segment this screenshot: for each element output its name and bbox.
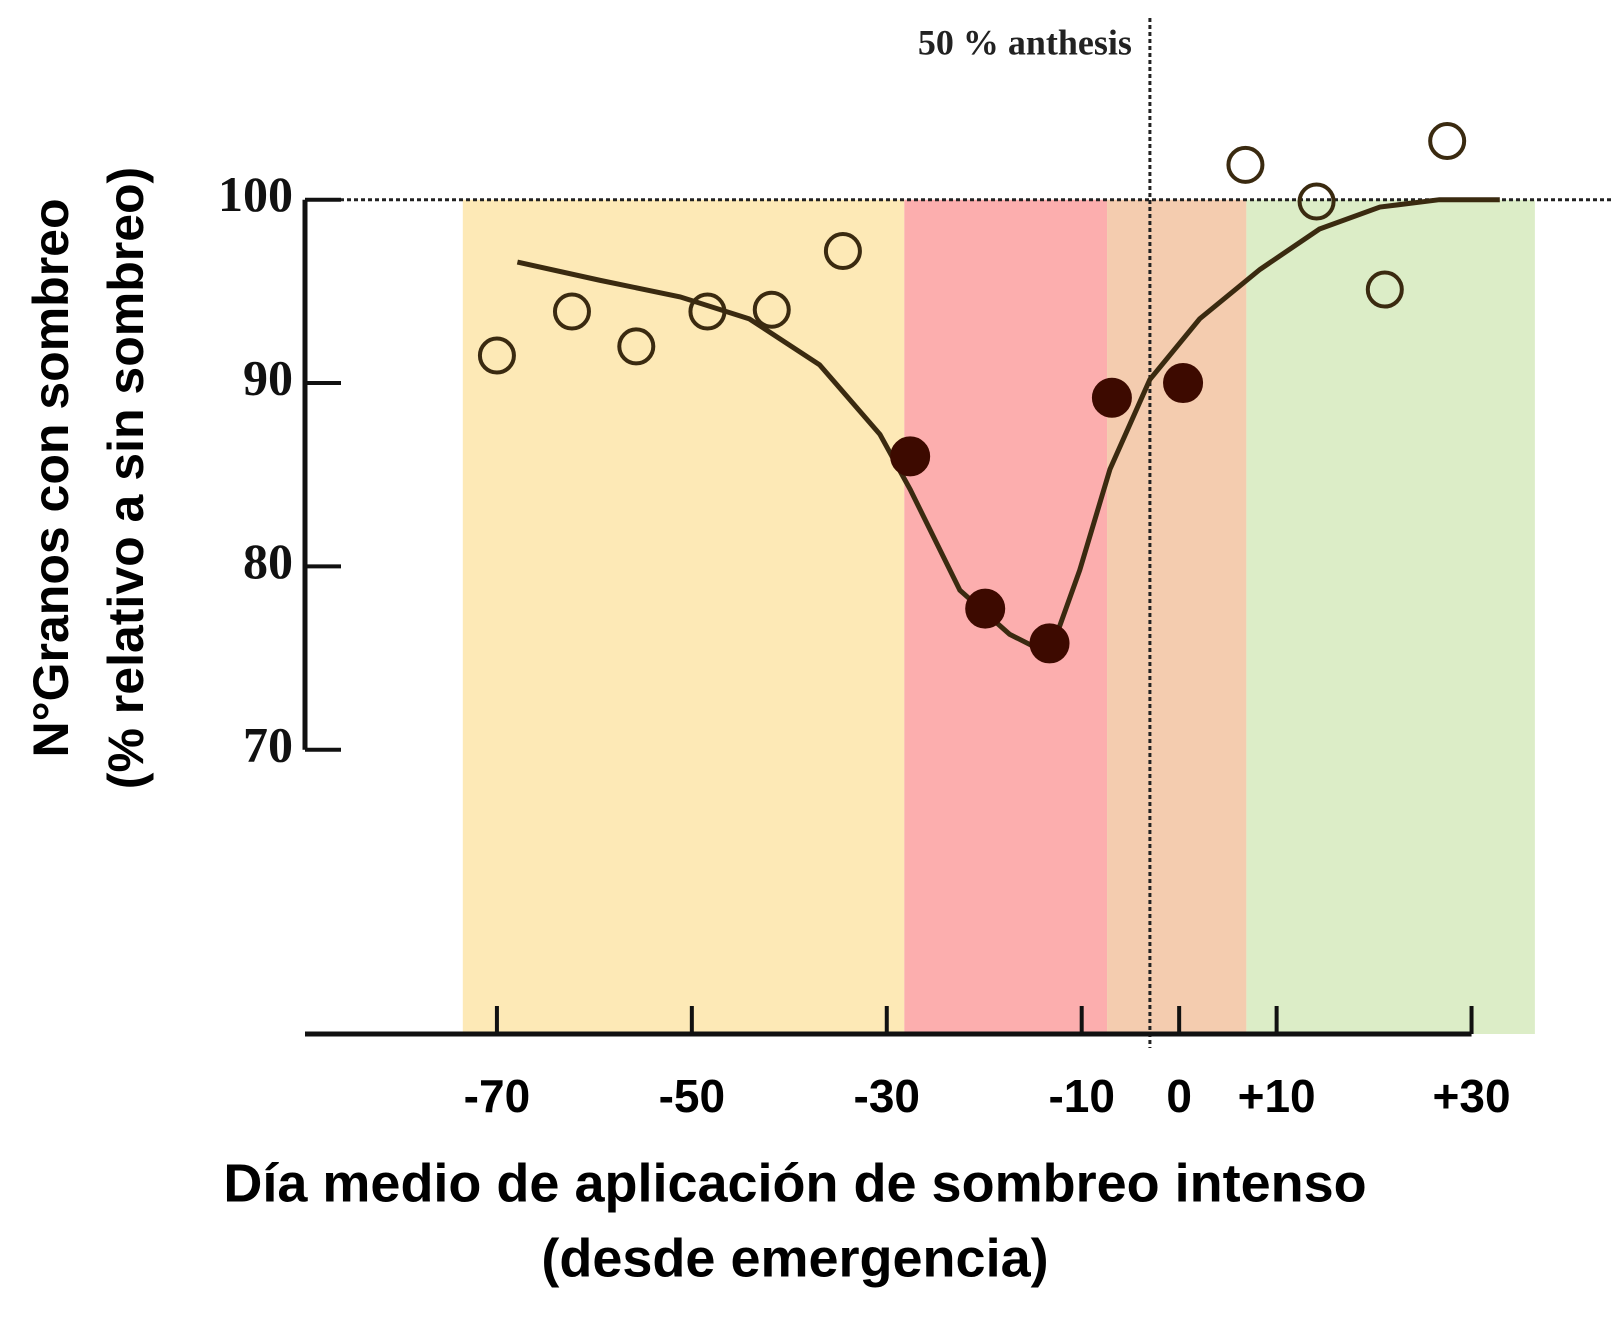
y-tick-label: 90 <box>243 350 293 406</box>
open-point <box>617 327 656 366</box>
x-axis-title: (desde emergencia) <box>541 1228 1048 1288</box>
y-tick-label: 100 <box>218 166 293 222</box>
y-axis-title: (% relativo a sin sombreo) <box>98 167 154 789</box>
x-axis-title: Día medio de aplicación de sombreo inten… <box>223 1153 1366 1213</box>
x-tick-label: -10 <box>1048 1070 1114 1122</box>
open-point <box>1297 182 1336 221</box>
open-point <box>1226 145 1265 184</box>
open-point <box>688 292 727 331</box>
y-tick-label: 70 <box>243 716 293 772</box>
filled-point <box>1029 623 1070 664</box>
filled-point <box>965 588 1006 629</box>
x-tick-label: -70 <box>464 1070 530 1122</box>
open-point <box>477 336 516 375</box>
x-tick-label: 0 <box>1166 1070 1192 1122</box>
phase-band <box>1107 199 1247 1034</box>
phase-band <box>462 199 905 1034</box>
y-axis-title: N°Granos con sombreo <box>23 199 79 758</box>
x-tick-label: +10 <box>1238 1070 1316 1122</box>
phase-band <box>1246 199 1535 1034</box>
filled-point <box>890 436 931 477</box>
open-point <box>1365 270 1404 309</box>
filled-point <box>1091 377 1132 418</box>
phase-band <box>904 199 1108 1034</box>
filled-point <box>1163 363 1204 404</box>
x-tick-label: +30 <box>1433 1070 1511 1122</box>
x-tick-label: -30 <box>854 1070 920 1122</box>
annotation: 50 % anthesis <box>918 22 1132 62</box>
open-point <box>1428 122 1467 161</box>
x-tick-label: -50 <box>659 1070 725 1122</box>
y-tick-label: 80 <box>243 533 293 589</box>
open-point <box>752 290 791 329</box>
open-point <box>823 232 862 271</box>
open-point <box>552 292 591 331</box>
